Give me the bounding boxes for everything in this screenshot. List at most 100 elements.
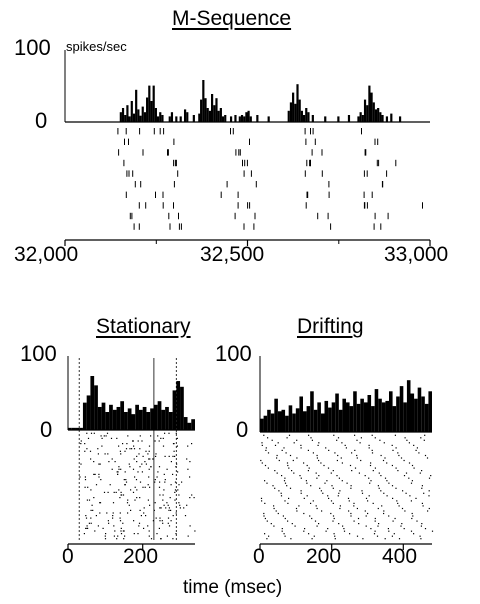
raster-dot xyxy=(373,533,376,535)
raster-dot xyxy=(136,461,138,463)
raster-dot xyxy=(286,437,288,439)
raster-dot xyxy=(421,502,423,504)
raster-dot xyxy=(318,442,320,444)
raster-dot xyxy=(145,515,147,517)
raster-dot xyxy=(101,445,103,447)
raster-dot xyxy=(332,470,334,472)
raster-dot xyxy=(122,494,125,496)
raster-dot xyxy=(424,434,426,436)
histogram-bar xyxy=(105,412,110,430)
raster-dot xyxy=(271,439,273,441)
raster-dot xyxy=(121,494,123,496)
histogram-bar xyxy=(292,413,296,432)
raster-dot xyxy=(391,464,393,467)
raster-dot xyxy=(148,458,150,460)
histogram-bar xyxy=(243,116,246,122)
raster-dot xyxy=(164,432,166,434)
histogram-bar xyxy=(132,113,136,122)
raster-dot xyxy=(303,497,305,499)
raster-dot xyxy=(334,538,336,540)
raster-dot xyxy=(365,525,367,527)
raster-dot xyxy=(130,509,132,511)
histogram-bar xyxy=(179,116,182,122)
histogram-bar xyxy=(317,402,321,432)
raster-dot xyxy=(86,527,88,529)
raster-dot xyxy=(356,507,358,510)
raster-dot xyxy=(176,437,178,439)
raster-dot xyxy=(87,486,89,488)
raster-dot xyxy=(113,525,115,527)
raster-dot xyxy=(293,472,295,474)
raster-dot xyxy=(101,437,103,439)
raster-dot xyxy=(308,434,310,436)
raster-dot xyxy=(134,476,136,478)
raster-dot xyxy=(330,512,332,515)
raster-dot xyxy=(361,492,364,494)
raster-dot xyxy=(310,485,312,487)
raster-dot xyxy=(303,512,305,515)
raster-dot xyxy=(92,509,94,511)
raster-dot xyxy=(109,484,111,486)
raster-dot xyxy=(120,468,122,470)
raster-dot xyxy=(90,489,92,491)
raster-dot xyxy=(260,497,263,499)
raster-dot xyxy=(288,434,291,436)
raster-dot xyxy=(132,491,135,493)
raster-dot xyxy=(282,515,284,517)
histogram-bar xyxy=(303,411,307,432)
histogram-bar xyxy=(157,401,162,430)
raster-dot xyxy=(424,528,427,530)
raster-dot xyxy=(284,535,286,537)
raster-dot xyxy=(105,533,107,535)
raster-dot xyxy=(281,530,283,532)
histogram-bar xyxy=(154,108,157,122)
raster-dot xyxy=(274,487,276,489)
raster-dot xyxy=(377,507,379,510)
raster-dot xyxy=(139,509,141,511)
raster-dot xyxy=(326,480,328,482)
raster-dot xyxy=(378,523,380,525)
raster-dot xyxy=(309,515,311,517)
raster-dot xyxy=(274,470,276,472)
raster-dot xyxy=(308,533,310,535)
raster-dot xyxy=(174,491,176,493)
stationary-y-tick-0: 0 xyxy=(40,417,53,442)
raster-dot xyxy=(304,528,306,530)
raster-dot xyxy=(333,434,335,436)
histogram-bar xyxy=(126,105,129,122)
raster-dot xyxy=(164,455,166,457)
raster-dot xyxy=(300,477,302,479)
raster-dot xyxy=(423,439,425,441)
raster-dot xyxy=(263,512,265,515)
raster-dot xyxy=(264,517,266,520)
raster-dot xyxy=(421,470,423,472)
raster-dot xyxy=(393,533,395,535)
raster-dot xyxy=(136,489,138,491)
histogram-bar xyxy=(142,406,147,430)
raster-dot xyxy=(396,500,398,502)
histogram-bar xyxy=(139,115,142,122)
raster-dot xyxy=(85,517,88,519)
raster-dot xyxy=(296,439,298,441)
histogram-bar xyxy=(371,406,375,432)
raster-dot xyxy=(90,522,92,524)
raster-dot xyxy=(280,492,282,494)
raster-dot xyxy=(128,463,130,465)
raster-dot xyxy=(112,512,114,514)
histogram-bar xyxy=(256,115,259,122)
m-sequence-x-tick-32000: 32,000 xyxy=(14,243,79,266)
raster-dot xyxy=(382,459,385,462)
raster-dot xyxy=(404,437,406,439)
raster-dot xyxy=(108,461,110,463)
histogram-bar xyxy=(385,400,389,432)
drifting-x-tick-200: 200 xyxy=(306,545,342,568)
raster-dot xyxy=(395,447,397,449)
raster-dot xyxy=(177,471,179,473)
raster-dot xyxy=(380,490,382,492)
raster-dot xyxy=(325,447,327,449)
histogram-bar xyxy=(360,398,364,432)
raster-dot xyxy=(175,432,177,434)
raster-dot xyxy=(138,453,140,455)
raster-dot xyxy=(158,486,161,488)
raster-dot xyxy=(310,437,312,439)
